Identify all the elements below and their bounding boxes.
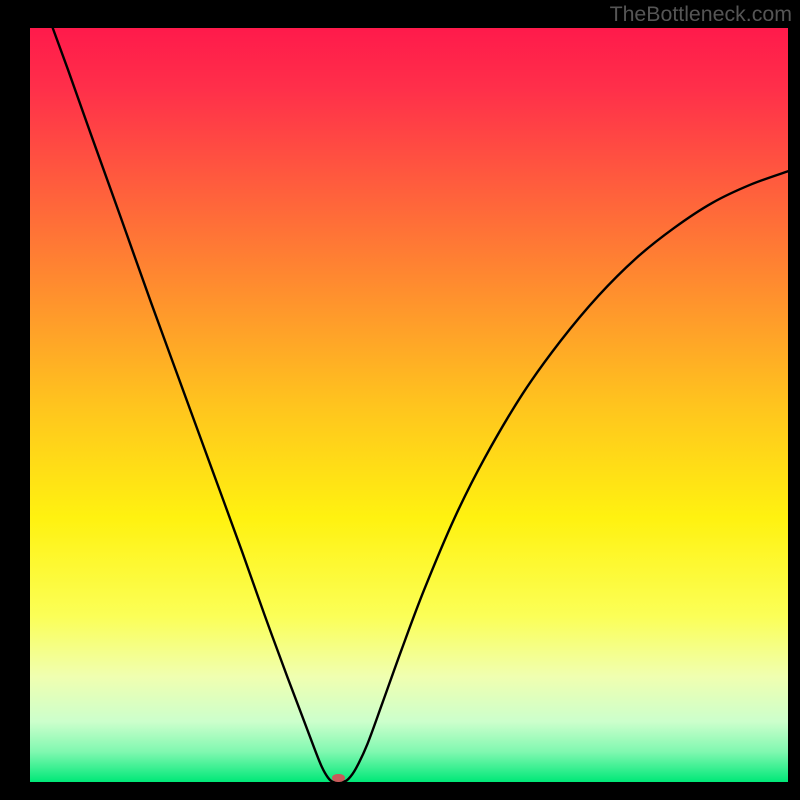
watermark-text: TheBottleneck.com bbox=[610, 2, 792, 27]
plot-area bbox=[30, 28, 788, 782]
bottleneck-curve-svg bbox=[30, 28, 788, 782]
bottleneck-curve bbox=[53, 28, 788, 782]
optimum-marker bbox=[332, 774, 344, 782]
chart-container: TheBottleneck.com bbox=[0, 0, 800, 800]
